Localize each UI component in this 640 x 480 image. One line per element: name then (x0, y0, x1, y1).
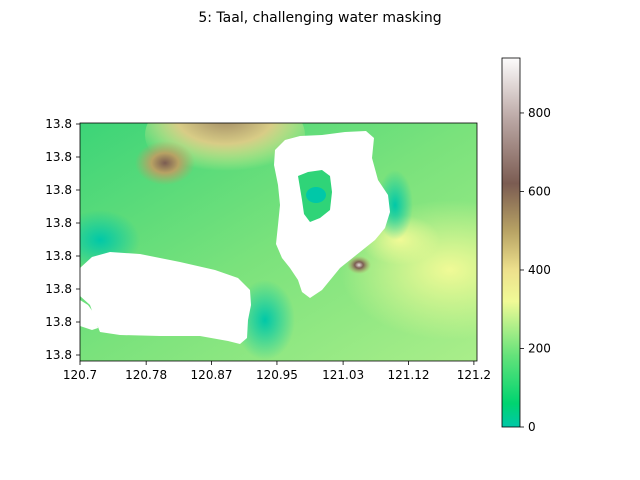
colorbar (502, 58, 520, 427)
volcano-island-crater (306, 187, 326, 203)
chart-title: 5: Taal, challenging water masking (198, 10, 441, 26)
colorbar-tick-label: 200 (528, 341, 551, 355)
y-tick-label: 13.8 (45, 216, 72, 230)
x-tick-label: 121.03 (322, 368, 364, 382)
colorbar-axis: 0 200 400 600 800 (520, 106, 551, 434)
y-axis: 13.8 13.8 13.8 13.8 13.8 13.8 13.8 13.8 (45, 117, 80, 362)
y-tick-label: 13.8 (45, 315, 72, 329)
y-tick-label: 13.8 (45, 150, 72, 164)
x-tick-label: 120.87 (191, 368, 233, 382)
y-tick-label: 13.8 (45, 348, 72, 362)
x-tick-label: 121.12 (387, 368, 429, 382)
colorbar-tick-label: 800 (528, 106, 551, 120)
y-tick-label: 13.8 (45, 183, 72, 197)
elevation-map (60, 90, 560, 361)
x-tick-label: 120.95 (256, 368, 298, 382)
colorbar-tick-label: 0 (528, 420, 536, 434)
colorbar-tick-label: 400 (528, 263, 551, 277)
x-tick-label: 120.78 (125, 368, 167, 382)
x-tick-label: 120.7 (63, 368, 97, 382)
y-tick-label: 13.8 (45, 282, 72, 296)
x-axis: 120.7 120.78 120.87 120.95 121.03 121.12 121.2 (63, 361, 491, 382)
colorbar-tick-label: 600 (528, 184, 551, 198)
y-tick-label: 13.8 (45, 249, 72, 263)
terrain-west-volcano (135, 141, 195, 185)
y-tick-label: 13.8 (45, 117, 72, 131)
x-tick-label: 121.2 (457, 368, 491, 382)
